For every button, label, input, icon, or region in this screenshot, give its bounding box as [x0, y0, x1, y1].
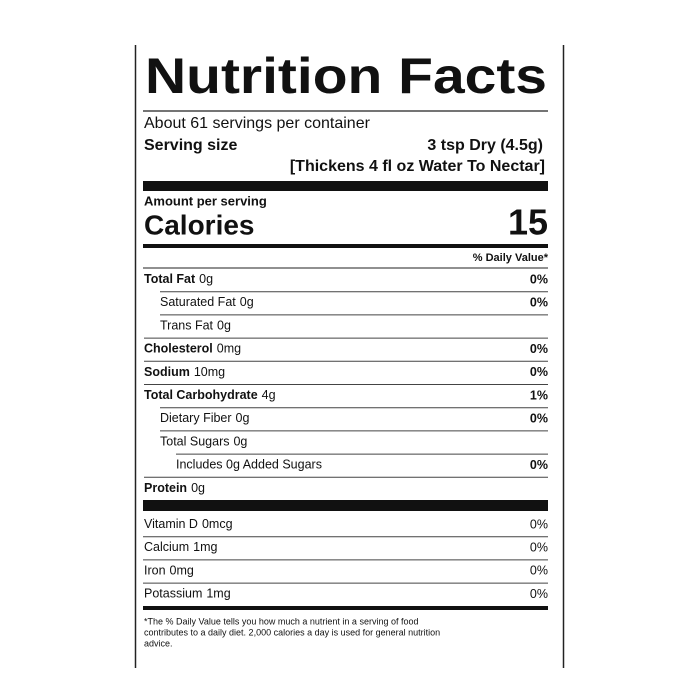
nutrient-row: Total Fat 0g: [144, 272, 213, 286]
vitamin-amount: 0mcg: [202, 517, 233, 531]
nutrient-dv: 0%: [530, 365, 548, 379]
nutrient-name: Total Sugars: [160, 435, 229, 449]
nutrient-amount: 0g: [236, 411, 250, 425]
medium-bar: [143, 244, 548, 248]
nutrient-amount: 0g: [240, 295, 254, 309]
thick-bar: [143, 181, 548, 191]
footnote: *The % Daily Value tells you how much a …: [144, 616, 418, 626]
nutrient-dv: 0%: [530, 411, 548, 425]
daily-value-header: % Daily Value*: [473, 252, 549, 264]
nutrient-row: Total Carbohydrate 4g: [144, 388, 276, 402]
vitamin-name: Potassium: [144, 587, 202, 601]
vitamin-name: Calcium: [144, 540, 189, 554]
nutrient-name: Dietary Fiber: [160, 411, 232, 425]
nutrient-dv: 0%: [530, 458, 548, 472]
vitamin-row: Potassium 1mg: [144, 587, 231, 601]
nutrient-name: Total Fat: [144, 272, 196, 286]
vitamin-dv: 0%: [530, 564, 548, 578]
vitamin-name: Vitamin D: [144, 517, 198, 531]
nutrient-dv: 0%: [530, 295, 548, 309]
serving-size-value: 3 tsp Dry (4.5g): [427, 137, 543, 154]
serving-size-label: Serving size: [144, 137, 237, 154]
vitamin-row: Vitamin D 0mcg: [144, 517, 233, 531]
vitamin-name: Iron: [144, 564, 166, 578]
nutrient-name: Includes 0g Added Sugars: [176, 458, 322, 472]
nutrient-row: Trans Fat 0g: [160, 319, 231, 333]
nutrient-row: Protein 0g: [144, 481, 205, 495]
nutrient-name: Cholesterol: [144, 342, 213, 356]
nutrient-row: Dietary Fiber 0g: [160, 411, 249, 425]
amount-per-serving: Amount per serving: [144, 193, 267, 208]
nutrient-name: Saturated Fat: [160, 295, 236, 309]
nutrient-row: Includes 0g Added Sugars: [176, 458, 322, 472]
medium-bar: [143, 606, 548, 610]
nutrient-amount: 0g: [191, 481, 205, 495]
nutrient-amount: 4g: [262, 388, 276, 402]
nutrient-amount: 0mg: [217, 342, 241, 356]
vitamin-dv: 0%: [530, 517, 548, 531]
nutrient-dv: 0%: [530, 272, 548, 286]
footnote: contributes to a daily diet. 2,000 calor…: [144, 627, 440, 637]
nutrient-row: Cholesterol 0mg: [144, 342, 241, 356]
thick-bar: [143, 500, 548, 511]
vitamin-row: Iron 0mg: [144, 564, 194, 578]
vitamin-amount: 1mg: [193, 540, 217, 554]
vitamin-amount: 1mg: [206, 587, 230, 601]
serving-note: [Thickens 4 fl oz Water To Nectar]: [290, 158, 545, 175]
nutrient-row: Sodium 10mg: [144, 365, 225, 379]
vitamin-dv: 0%: [530, 540, 548, 554]
nutrient-name: Sodium: [144, 365, 190, 379]
nutrient-row: Total Sugars 0g: [160, 435, 247, 449]
nutrient-name: Trans Fat: [160, 319, 214, 333]
nutrient-name: Total Carbohydrate: [144, 388, 258, 402]
nutrient-name: Protein: [144, 481, 187, 495]
nutrient-row: Saturated Fat 0g: [160, 295, 254, 309]
nutrient-amount: 0g: [199, 272, 213, 286]
calories-label: Calories: [144, 209, 255, 240]
vitamin-row: Calcium 1mg: [144, 540, 218, 554]
nutrient-dv: 1%: [530, 388, 548, 402]
nutrient-dv: 0%: [530, 342, 548, 356]
vitamin-dv: 0%: [530, 587, 548, 601]
footnote: advice.: [144, 638, 173, 648]
title: Nutrition Facts: [145, 48, 547, 104]
nutrient-amount: 0g: [233, 435, 247, 449]
vitamin-amount: 0mg: [170, 564, 194, 578]
servings: About 61 servings per container: [144, 115, 371, 132]
calories-value: 15: [508, 202, 548, 243]
nutrient-amount: 0g: [217, 319, 231, 333]
nutrient-amount: 10mg: [194, 365, 225, 379]
